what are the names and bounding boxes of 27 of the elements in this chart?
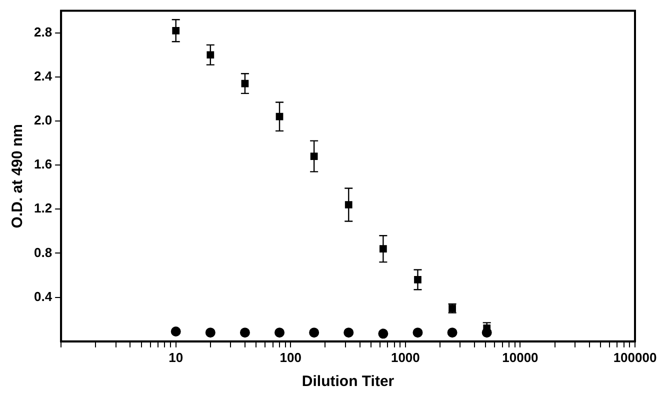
y-axis-title: O.D. at 490 nm bbox=[9, 124, 26, 228]
point bbox=[205, 328, 216, 338]
y-tick-label: 2.8 bbox=[34, 24, 52, 40]
point bbox=[310, 152, 318, 160]
x-tick-label: 1000 bbox=[390, 350, 420, 365]
y-tick-label: 1.2 bbox=[34, 200, 52, 216]
x-tick-label: 100 bbox=[280, 350, 302, 365]
point bbox=[170, 326, 181, 336]
point bbox=[274, 328, 285, 338]
point bbox=[344, 328, 354, 338]
point bbox=[206, 51, 214, 59]
point bbox=[447, 328, 458, 338]
y-tick-label: 0.4 bbox=[34, 288, 53, 304]
x-tick-label: 10000 bbox=[502, 350, 538, 365]
x-axis-title: Dilution Titer bbox=[302, 373, 394, 390]
point bbox=[309, 328, 320, 338]
point bbox=[378, 328, 388, 339]
y-tick-label: 1.6 bbox=[34, 156, 52, 172]
x-tick-label: 100000 bbox=[613, 350, 657, 365]
y-tick-label: 2.4 bbox=[34, 68, 53, 84]
x-tick-label: 10 bbox=[168, 350, 184, 365]
y-tick-label: 2.0 bbox=[34, 112, 52, 128]
point bbox=[412, 328, 423, 338]
point bbox=[172, 26, 180, 34]
y-tick-label: 0.8 bbox=[34, 244, 52, 260]
point bbox=[240, 328, 250, 338]
point bbox=[344, 201, 352, 208]
